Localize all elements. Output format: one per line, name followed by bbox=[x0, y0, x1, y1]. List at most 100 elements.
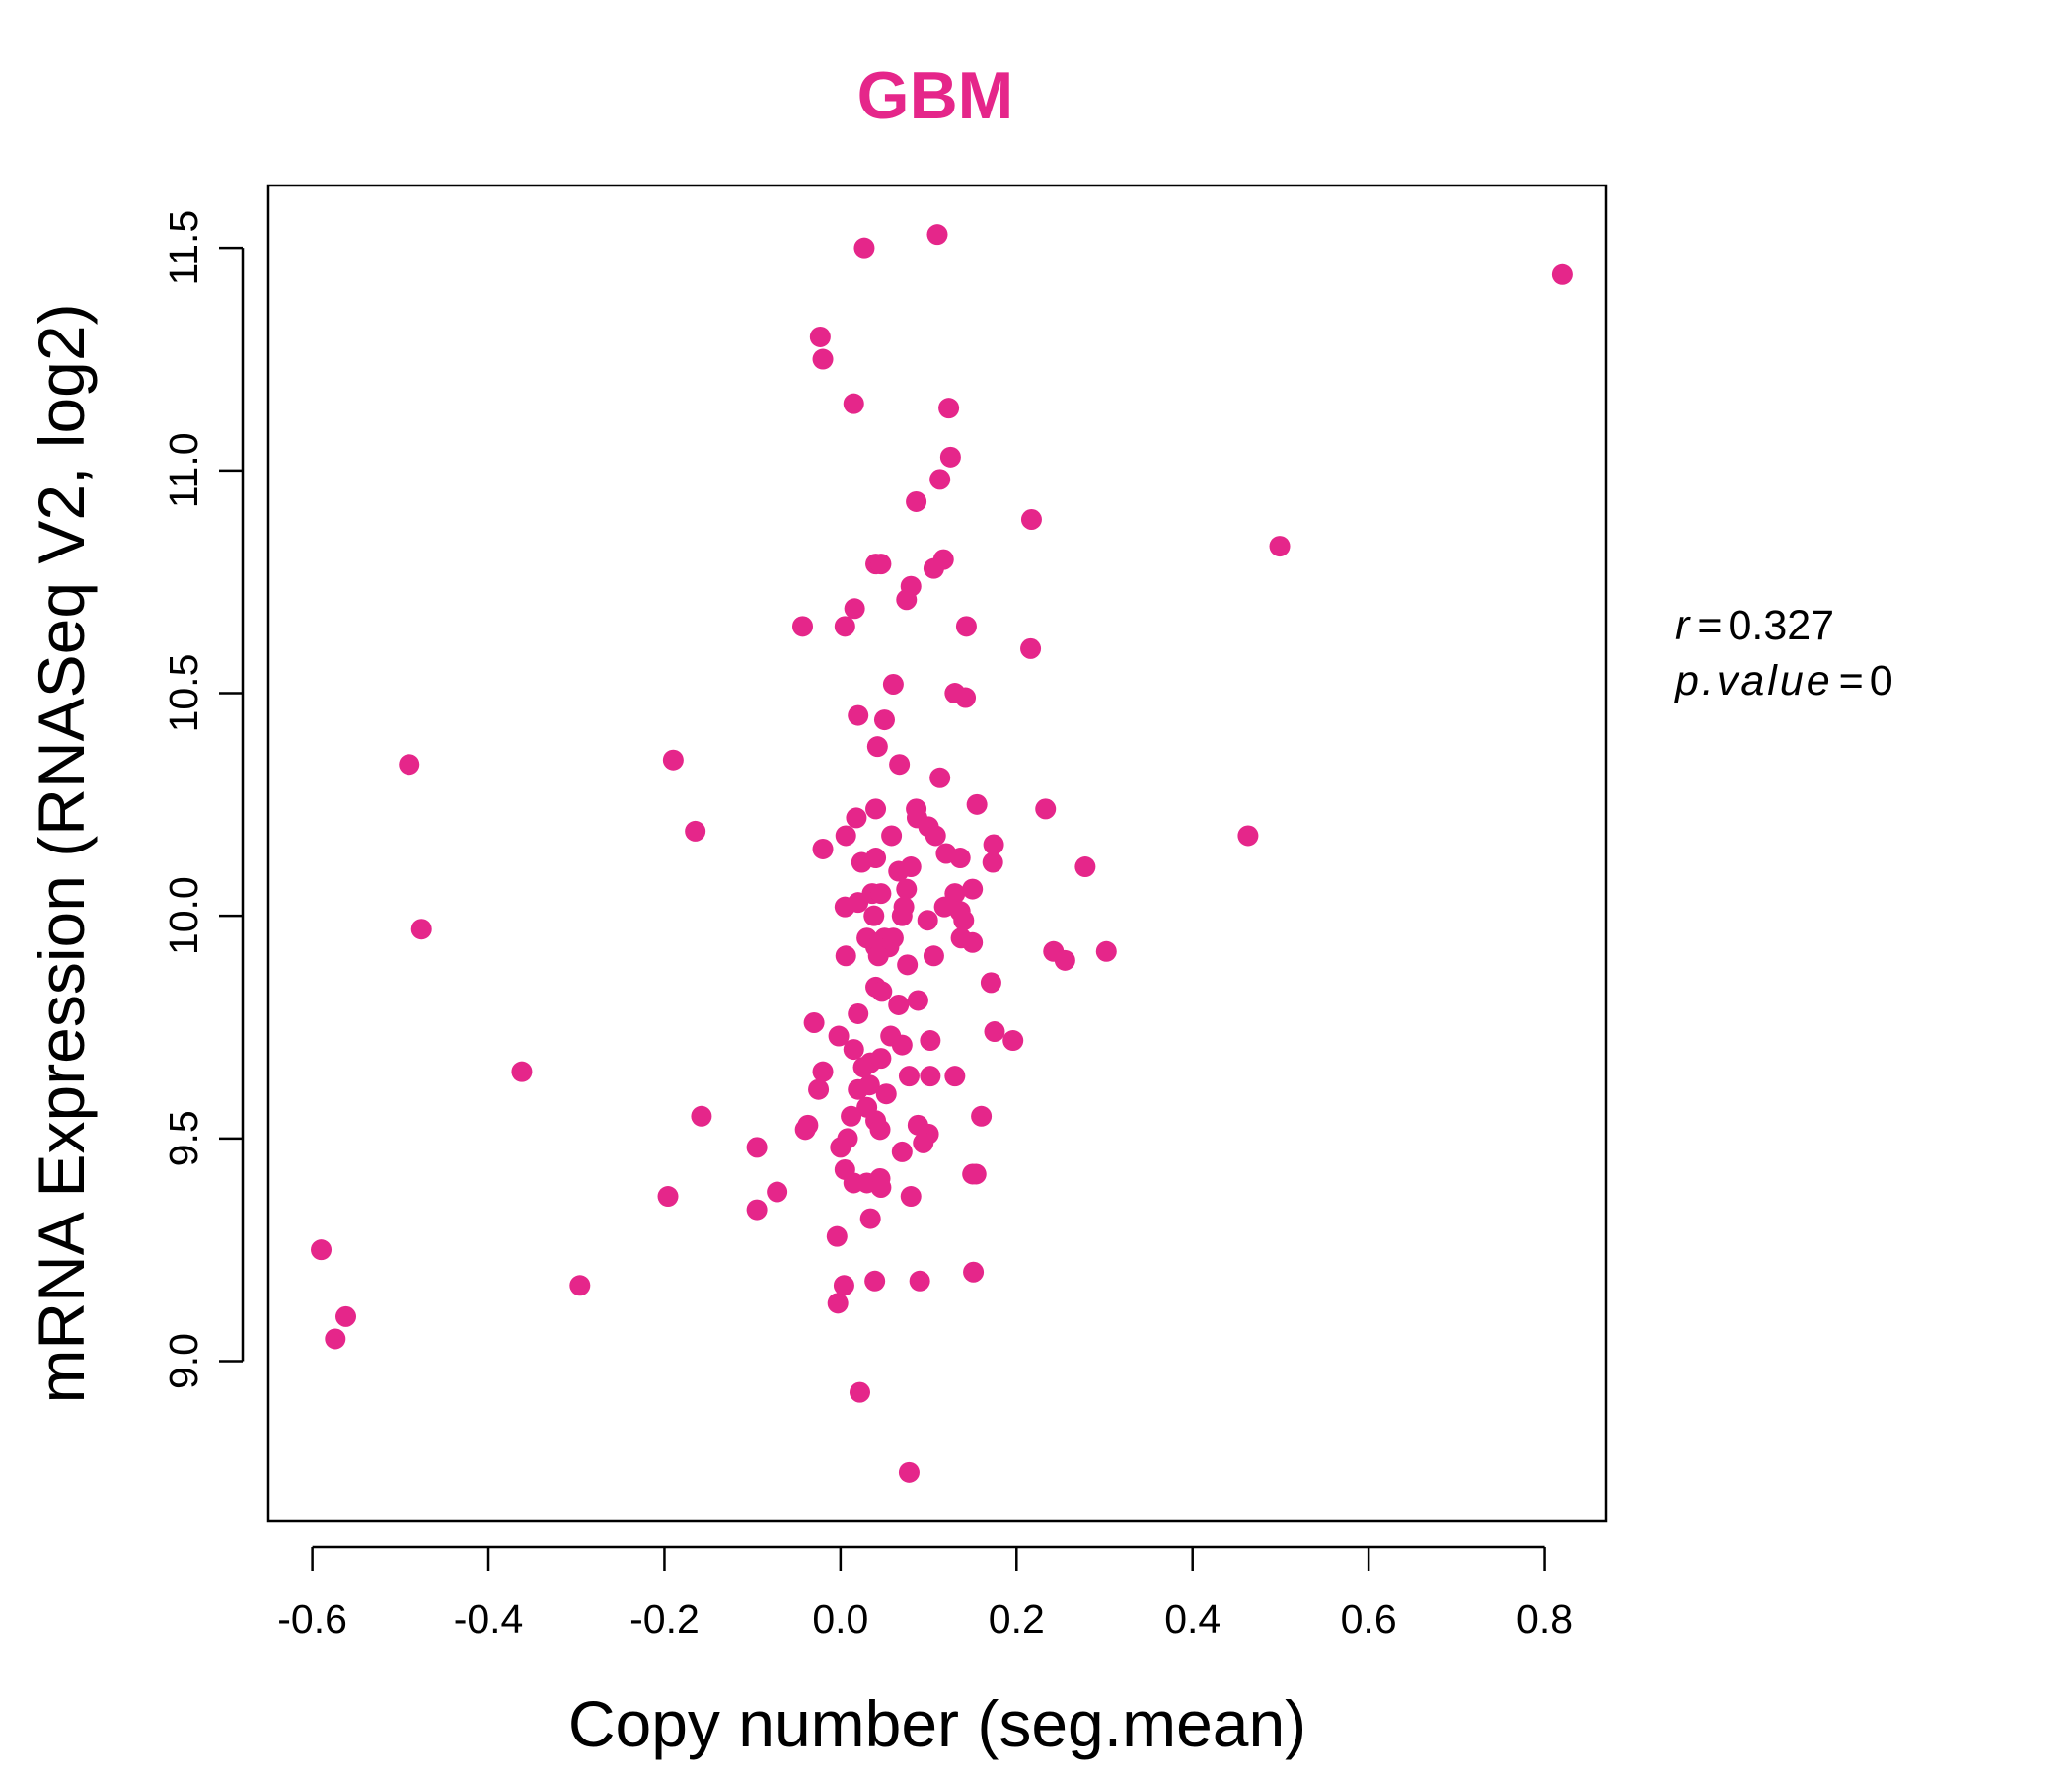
data-point bbox=[569, 1275, 591, 1296]
y-tick-label: 11.0 bbox=[161, 432, 206, 508]
data-point bbox=[852, 1057, 874, 1078]
data-point bbox=[844, 598, 865, 620]
data-point bbox=[812, 348, 834, 370]
data-point bbox=[867, 945, 889, 967]
data-point bbox=[803, 1012, 825, 1034]
p-equals: = bbox=[1839, 657, 1864, 704]
plot-area-frame bbox=[266, 184, 1608, 1523]
data-point bbox=[849, 1381, 870, 1403]
data-point bbox=[882, 673, 904, 695]
data-point bbox=[906, 490, 927, 512]
data-point bbox=[923, 945, 944, 967]
data-point bbox=[865, 798, 887, 820]
data-point bbox=[953, 910, 975, 931]
data-point bbox=[843, 1039, 864, 1061]
data-point bbox=[938, 398, 960, 419]
data-point bbox=[1269, 536, 1291, 557]
data-point bbox=[955, 687, 977, 708]
data-point bbox=[767, 1181, 788, 1203]
data-point bbox=[866, 736, 888, 758]
data-point bbox=[410, 919, 432, 940]
data-point bbox=[830, 1137, 851, 1158]
data-point bbox=[898, 1066, 920, 1087]
x-tick-label: 0.6 bbox=[1341, 1596, 1397, 1642]
data-point bbox=[848, 704, 869, 726]
chart-title: GBM bbox=[857, 58, 1014, 133]
y-tick-label: 9.5 bbox=[161, 1110, 206, 1166]
x-tick-label: 0.4 bbox=[1164, 1596, 1221, 1642]
data-point bbox=[851, 851, 872, 873]
data-point bbox=[826, 1225, 848, 1247]
data-point bbox=[809, 326, 831, 347]
data-point bbox=[897, 954, 919, 976]
data-point bbox=[870, 554, 892, 575]
data-point bbox=[685, 820, 706, 842]
data-point bbox=[913, 1132, 934, 1153]
data-point bbox=[920, 1066, 941, 1087]
data-point bbox=[843, 393, 864, 414]
data-point bbox=[812, 1061, 834, 1082]
data-point bbox=[657, 1186, 679, 1208]
data-point bbox=[835, 825, 856, 847]
data-point bbox=[870, 1177, 892, 1198]
data-point bbox=[1095, 940, 1117, 962]
data-point bbox=[900, 1186, 922, 1208]
data-point bbox=[746, 1199, 768, 1221]
data-point bbox=[917, 910, 938, 931]
data-point bbox=[848, 1078, 869, 1100]
data-point bbox=[511, 1061, 533, 1082]
y-axis-label: mRNA Expression (RNASeq V2, log2) bbox=[25, 303, 98, 1403]
data-point bbox=[889, 754, 911, 776]
data-point bbox=[311, 1239, 333, 1261]
data-point bbox=[896, 878, 918, 900]
data-point bbox=[962, 878, 984, 900]
data-point bbox=[859, 1208, 881, 1229]
x-axis: -0.6 -0.4 -0.2 0.0 0.2 0.4 0.6 0.8 bbox=[277, 1545, 1573, 1642]
data-point bbox=[980, 972, 1001, 994]
data-point bbox=[864, 1270, 886, 1292]
x-axis-label: Copy number (seg.mean) bbox=[568, 1687, 1306, 1760]
y-tick-label: 11.5 bbox=[161, 210, 206, 286]
p-value: 0 bbox=[1870, 657, 1893, 704]
data-point bbox=[925, 825, 946, 847]
data-point bbox=[898, 1461, 920, 1483]
data-point bbox=[929, 469, 951, 490]
r-value: 0.327 bbox=[1728, 602, 1834, 649]
data-point bbox=[1002, 1030, 1024, 1052]
data-point bbox=[929, 767, 951, 788]
data-point bbox=[920, 1030, 941, 1052]
data-point bbox=[926, 224, 948, 246]
data-point bbox=[881, 825, 903, 847]
data-point bbox=[962, 931, 984, 953]
data-point bbox=[863, 905, 885, 926]
data-point bbox=[891, 1034, 913, 1056]
data-points bbox=[311, 224, 1573, 1483]
data-point bbox=[812, 838, 834, 859]
data-point bbox=[399, 754, 420, 776]
p-label: p.value bbox=[1673, 657, 1833, 704]
x-tick-label: 0.2 bbox=[989, 1596, 1045, 1642]
data-point bbox=[891, 905, 913, 926]
data-point bbox=[888, 994, 910, 1015]
data-point bbox=[691, 1105, 712, 1127]
y-tick-label: 10.5 bbox=[161, 654, 206, 733]
data-point bbox=[846, 807, 867, 829]
data-point bbox=[335, 1305, 357, 1327]
data-point bbox=[871, 981, 893, 1002]
data-point bbox=[841, 1105, 862, 1127]
data-point bbox=[792, 616, 814, 637]
data-point bbox=[888, 860, 910, 882]
data-point bbox=[834, 896, 855, 918]
data-point bbox=[848, 1002, 869, 1024]
data-point bbox=[794, 1119, 816, 1141]
correlation-annotation: r = 0.327 p.value = 0 bbox=[1673, 602, 1893, 704]
data-point bbox=[933, 896, 955, 918]
data-point bbox=[827, 1293, 849, 1314]
data-point bbox=[984, 1021, 1005, 1043]
data-point bbox=[982, 851, 1003, 873]
data-point bbox=[923, 557, 944, 579]
data-point bbox=[1035, 798, 1057, 820]
p-stat: p.value = 0 bbox=[1673, 657, 1893, 704]
data-point bbox=[870, 883, 892, 905]
